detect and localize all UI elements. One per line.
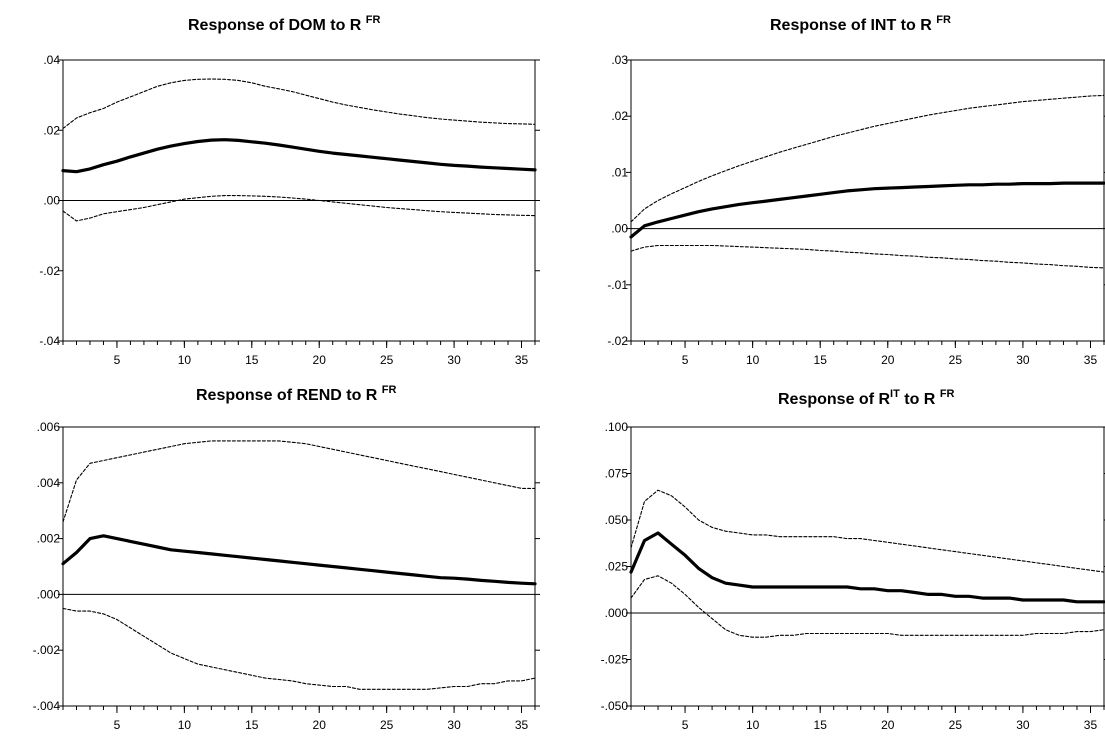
- x-tick-label: 30: [1016, 353, 1030, 367]
- chart-title-text: Response of DOM to R: [188, 17, 362, 34]
- plot-frame: [62, 426, 536, 707]
- y-tick-label: .004: [37, 476, 61, 490]
- series-line-response: [629, 181, 1105, 239]
- x-tick-label: 25: [949, 718, 963, 732]
- y-tick-label: .02: [611, 109, 628, 123]
- x-tick-label: 15: [814, 718, 828, 732]
- y-tick-label: -.04: [39, 334, 60, 348]
- y-tick-label: .100: [605, 420, 629, 434]
- plot-frame: [630, 59, 1105, 342]
- x-tick-label: 10: [178, 353, 192, 367]
- chart-title-int: Response of INT to R FR: [770, 14, 951, 35]
- chart-title-superscript-2: FR: [939, 388, 955, 400]
- x-tick-label: 10: [746, 718, 760, 732]
- chart-title-text: Response of REND to R: [196, 387, 378, 404]
- x-tick-label: 25: [949, 353, 963, 367]
- y-tick-label: -.050: [601, 699, 629, 713]
- x-tick-label: 15: [245, 353, 259, 367]
- x-tick-label: 20: [313, 353, 327, 367]
- y-tick-label: -.01: [607, 278, 628, 292]
- x-tick-label: 5: [114, 718, 121, 732]
- y-tick-label: .02: [43, 123, 60, 137]
- x-tick-label: 10: [746, 353, 760, 367]
- plot-frame: [630, 426, 1105, 707]
- series-line-lower-band: [630, 244, 1105, 269]
- chart-title-dom: Response of DOM to R FR: [188, 14, 380, 35]
- x-tick-label: 35: [1084, 718, 1098, 732]
- chart-title-superscript: FR: [936, 14, 951, 26]
- x-tick-label: 30: [447, 353, 461, 367]
- x-tick-label: 30: [1016, 718, 1030, 732]
- series-line-response: [61, 138, 537, 174]
- series-line-response: [61, 534, 537, 586]
- y-tick-label: .050: [605, 513, 629, 527]
- y-tick-label: .002: [37, 532, 61, 546]
- x-tick-label: 30: [447, 718, 461, 732]
- series-line-lower-band: [62, 195, 536, 222]
- y-tick-label: -.002: [33, 643, 61, 657]
- x-tick-label: 5: [682, 353, 689, 367]
- y-tick-label: -.025: [601, 653, 629, 667]
- y-tick-label: .025: [605, 560, 629, 574]
- x-tick-label: 35: [515, 353, 529, 367]
- x-tick-label: 5: [114, 353, 121, 367]
- chart-title-rend: Response of REND to R FR: [196, 384, 396, 405]
- series-line-response: [629, 531, 1105, 604]
- x-tick-label: 35: [1084, 353, 1098, 367]
- series-line-lower-band: [62, 607, 536, 690]
- chart-title-text: Response of INT to R: [770, 17, 932, 34]
- series-line-upper-band: [630, 94, 1105, 223]
- y-tick-label: .00: [43, 194, 60, 208]
- y-tick-label: .000: [37, 587, 61, 601]
- y-tick-label: .006: [37, 420, 61, 434]
- y-tick-label: .000: [605, 606, 629, 620]
- chart-title-rit: Response of RIT to R FR: [778, 388, 954, 409]
- y-tick-label: .00: [611, 222, 628, 236]
- x-tick-label: 15: [814, 353, 828, 367]
- x-tick-label: 20: [881, 718, 895, 732]
- x-tick-label: 15: [245, 718, 259, 732]
- series-line-upper-band: [62, 78, 536, 130]
- x-tick-label: 10: [178, 718, 192, 732]
- y-tick-label: .03: [611, 53, 628, 67]
- series-line-lower-band: [630, 575, 1105, 638]
- y-tick-label: -.02: [39, 264, 60, 278]
- y-tick-label: -.02: [607, 334, 628, 348]
- y-tick-label: .04: [43, 53, 60, 67]
- x-tick-label: 20: [881, 353, 895, 367]
- chart-title-superscript: IT: [890, 388, 900, 400]
- y-tick-label: -.004: [33, 699, 61, 713]
- x-tick-label: 20: [313, 718, 327, 732]
- series-line-upper-band: [62, 440, 536, 523]
- x-tick-label: 5: [682, 718, 689, 732]
- x-tick-label: 25: [380, 353, 394, 367]
- chart-title-superscript: FR: [365, 14, 381, 26]
- chart-title-text: Response of R: [778, 391, 891, 408]
- chart-title-text-mid: to R: [904, 391, 936, 408]
- series-line-upper-band: [630, 489, 1105, 573]
- y-tick-label: .01: [611, 165, 628, 179]
- chart-title-superscript: FR: [381, 384, 397, 396]
- y-tick-label: .075: [605, 467, 629, 481]
- x-tick-label: 25: [380, 718, 394, 732]
- x-tick-label: 35: [515, 718, 529, 732]
